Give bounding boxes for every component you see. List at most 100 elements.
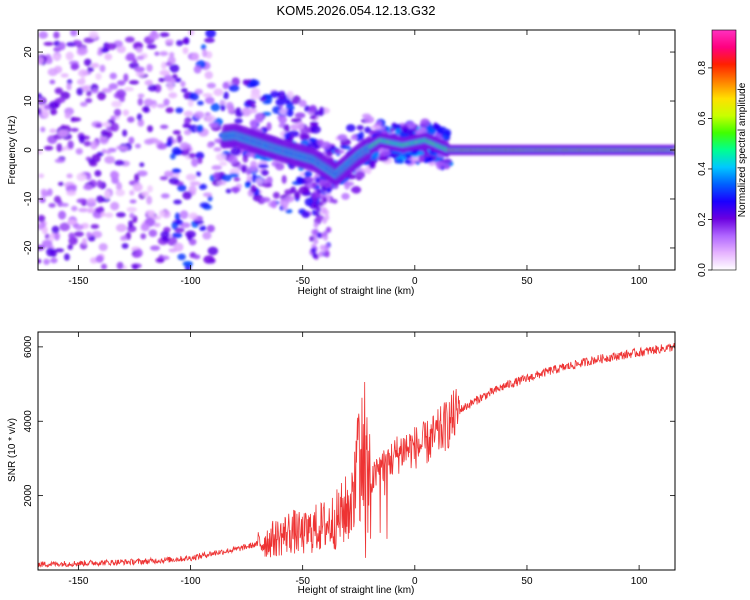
spectrogram-blob (182, 123, 192, 129)
spectrogram-xtick-label: -150 (68, 276, 88, 287)
spectrogram-blob (155, 257, 165, 263)
spectrogram-blob (189, 181, 201, 186)
spectrogram-xtick-label: 0 (412, 276, 418, 287)
spectrogram-blob (311, 181, 317, 188)
spectrogram-blob (38, 173, 45, 179)
spectrogram-blob (117, 80, 126, 86)
spectrogram-blob (318, 200, 324, 207)
spectrogram-blob (275, 162, 285, 171)
spectrogram-blob (176, 134, 183, 144)
spectrogram-blob (165, 61, 172, 67)
spectrogram-blob (158, 77, 166, 83)
spectrogram-blob (390, 153, 400, 158)
snr-xtick-label: 50 (521, 576, 533, 587)
spectrogram-xtick-label: -100 (181, 276, 201, 287)
spectrogram-blob (225, 188, 232, 194)
spectrogram-blob (71, 205, 78, 212)
spectrogram-blob (402, 128, 414, 135)
spectrogram-blob (215, 153, 227, 162)
spectrogram-blob (169, 52, 175, 58)
spectrogram-blob (86, 231, 92, 238)
spectrogram-blob (165, 107, 174, 114)
spectrogram-blob (173, 199, 182, 205)
spectrogram-blob (343, 181, 355, 187)
spectrogram-blob (375, 120, 383, 127)
spectrogram-blob (315, 210, 321, 217)
spectrogram-blob (321, 186, 327, 193)
spectrogram-blob (195, 171, 202, 177)
spectrogram-blob (322, 230, 328, 237)
spectrogram-blob (309, 235, 315, 242)
spectrogram-blob (159, 32, 170, 38)
spectrogram-blob (129, 199, 137, 204)
spectrogram-blob (83, 140, 92, 147)
spectrogram-y-title: Frequency (Hz) (7, 116, 18, 185)
spectrogram-blob (188, 212, 198, 220)
spectrogram-blob (241, 165, 247, 174)
spectrogram-blob (304, 177, 315, 182)
spectrogram-blob (124, 36, 135, 43)
snr-series-line (38, 342, 675, 568)
spectrogram-blob (98, 243, 108, 251)
spectrogram-blob (157, 143, 168, 150)
spectrogram-blob (223, 91, 229, 100)
colorbar-tick-label: 0.4 (697, 162, 708, 176)
spectrogram-blob (199, 225, 207, 232)
spectrogram-blob (300, 133, 311, 141)
spectrogram-blob (81, 237, 88, 246)
spectrogram-blob (231, 77, 240, 86)
spectrogram-blob (75, 148, 83, 155)
spectrogram-blob (129, 190, 135, 196)
spectrogram-blob (233, 177, 241, 182)
spectrogram-blob (135, 71, 146, 77)
spectrogram-blob (95, 73, 102, 81)
spectrogram-blob (216, 181, 227, 186)
spectrogram-blob (250, 92, 261, 100)
spectrogram-blob (334, 148, 340, 153)
spectrogram-blob (95, 123, 103, 128)
spectrogram-blob (310, 125, 321, 134)
spectrogram-blob (46, 247, 55, 257)
spectrogram-blob (86, 197, 97, 204)
spectrogram-blob (245, 180, 252, 186)
colorbar-tick-label: 0.2 (697, 212, 708, 226)
spectrogram-blob (325, 226, 331, 233)
spectrogram-xtick-label: 50 (521, 276, 533, 287)
spectrogram-blob (258, 163, 269, 169)
spectrogram-blob (129, 212, 135, 219)
spectrogram-blob (76, 198, 88, 204)
spectrogram-blob (183, 110, 194, 117)
spectrogram-blob (311, 247, 317, 254)
snr-xtick-label: -150 (68, 576, 88, 587)
spectrogram-blob (180, 80, 186, 88)
spectrogram-blob (315, 177, 321, 184)
spectrogram-blob (208, 122, 220, 128)
spectrogram-blob (115, 212, 126, 218)
spectrogram-blob (116, 45, 126, 54)
spectrogram-blob (205, 114, 216, 123)
spectrogram-blob (219, 100, 227, 106)
spectrogram-blob (143, 98, 154, 107)
spectrogram-blob (40, 126, 46, 133)
spectrogram-blob (193, 65, 202, 74)
spectrogram-blob (262, 182, 273, 188)
spectrogram-blob (311, 114, 317, 120)
spectrogram-blob (40, 188, 47, 194)
spectrogram-blob (222, 81, 230, 90)
spectrogram-blob (100, 263, 108, 270)
spectrogram-blob (341, 192, 350, 200)
spectrogram-blob (147, 137, 159, 144)
spectrogram-blob (76, 46, 88, 56)
spectrogram-blob (182, 47, 189, 55)
spectrogram-blob (147, 210, 155, 218)
spectrogram-blob (74, 224, 84, 231)
spectrogram-blob (109, 72, 117, 80)
spectrogram-blob (159, 176, 169, 181)
spectrogram-blob (187, 99, 194, 107)
spectrogram-blob (53, 195, 61, 204)
spectrogram-blob (177, 184, 187, 192)
spectrogram-blob (97, 91, 106, 101)
spectrogram-blob (200, 44, 207, 51)
spectrogram-blob (259, 96, 267, 102)
